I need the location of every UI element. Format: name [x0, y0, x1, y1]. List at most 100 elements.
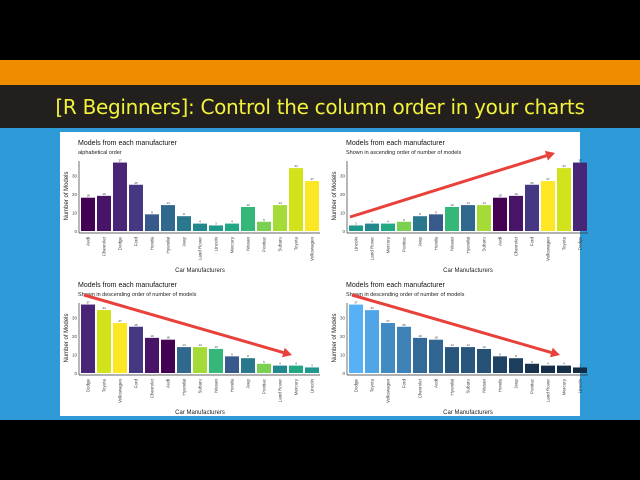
y-tick-label: 0: [342, 229, 345, 234]
bar-value-label: 19: [102, 192, 106, 196]
chart-descending-blue: Models from each manufacturer Shown in de…: [330, 277, 592, 417]
y-tick-label: 0: [74, 371, 77, 376]
x-tick-label: Mercury: [294, 378, 299, 395]
bar-value-label: 8: [247, 354, 249, 358]
bar-pontiac: [257, 363, 271, 373]
bar-subaru: [461, 347, 475, 373]
bar-dodge: [349, 304, 363, 373]
x-tick-label: Hyundai: [466, 237, 471, 254]
x-tick-label: Audi: [434, 379, 439, 388]
x-tick-label: Dodge: [118, 237, 123, 251]
x-tick-label: Volkswagen: [310, 237, 315, 262]
orange-stripe: [0, 60, 640, 85]
y-tick-label: 30: [72, 173, 78, 178]
bar-volkswagen: [113, 323, 127, 373]
y-tick-label: 30: [72, 315, 78, 320]
bar-value-label: 8: [183, 212, 185, 216]
bar-value-label: 9: [435, 210, 437, 214]
bar-value-label: 34: [562, 164, 566, 168]
x-tick-label: Mercury: [230, 236, 235, 253]
bar-value-label: 19: [418, 334, 422, 338]
x-tick-label: Audi: [498, 237, 503, 246]
x-tick-label: Subaru: [198, 379, 203, 394]
bar-honda: [429, 214, 443, 231]
bar-value-label: 37: [118, 159, 122, 163]
bar-dodge: [81, 304, 95, 373]
chart-ascending: Models from each manufacturer Shown in as…: [330, 135, 592, 275]
bar-value-label: 4: [371, 220, 373, 224]
title-banner: [R Beginners]: Control the column order …: [0, 85, 640, 128]
bar-dodge: [113, 162, 127, 231]
chart-subtitle: alphabetical order: [78, 150, 122, 156]
x-tick-label: Jeep: [182, 237, 187, 247]
x-tick-label: Land Rover: [278, 378, 283, 402]
bar-volkswagen: [305, 181, 319, 231]
x-tick-label: Lincoln: [214, 237, 219, 252]
bar-honda: [145, 214, 159, 231]
bar-value-label: 3: [215, 221, 217, 225]
bar-value-label: 4: [231, 220, 233, 224]
bar-lincoln: [305, 367, 319, 373]
bar-chevrolet: [509, 195, 523, 231]
bar-toyota: [97, 310, 111, 373]
y-tick-label: 20: [72, 334, 78, 339]
bar-value-label: 14: [278, 201, 282, 205]
bar-jeep: [241, 358, 255, 373]
chart-title: Models from each manufacturer: [78, 140, 177, 147]
bar-value-label: 8: [419, 212, 421, 216]
y-axis-label: Number of Models: [64, 171, 70, 220]
bar-value-label: 27: [310, 177, 314, 181]
bar-honda: [225, 356, 239, 373]
y-tick-label: 30: [340, 315, 346, 320]
bar-value-label: 13: [246, 203, 250, 207]
x-tick-label: Chevrolet: [102, 236, 107, 256]
x-tick-label: Honda: [230, 379, 235, 393]
x-tick-label: Dodge: [354, 379, 359, 393]
x-tick-label: Pontiac: [402, 236, 407, 252]
bar-value-label: 8: [515, 354, 517, 358]
x-tick-label: Audi: [166, 379, 171, 388]
bar-value-label: 13: [214, 345, 218, 349]
bar-audi: [493, 197, 507, 231]
x-tick-label: Pontiac: [262, 378, 267, 394]
bar-value-label: 18: [86, 194, 90, 198]
x-tick-label: Honda: [498, 379, 503, 393]
x-tick-label: Hyundai: [182, 379, 187, 396]
bar-ford: [129, 184, 143, 231]
bar-land-rover: [273, 365, 287, 373]
bar-chevrolet: [145, 337, 159, 373]
y-axis-label: Number of Models: [64, 313, 70, 362]
x-tick-label: Ford: [134, 237, 139, 247]
bar-value-label: 4: [547, 362, 549, 366]
bar-subaru: [273, 205, 287, 231]
chart-alphabetical: Models from each manufacturer alphabetica…: [62, 135, 324, 275]
bar-value-label: 18: [434, 336, 438, 340]
x-axis-label: Car Manufacturers: [443, 410, 493, 416]
bar-lincoln: [209, 225, 223, 231]
x-tick-label: Pontiac: [530, 378, 535, 394]
bar-value-label: 34: [294, 164, 298, 168]
bar-value-label: 25: [402, 323, 406, 327]
bar-value-label: 4: [387, 220, 389, 224]
bar-hyundai: [445, 347, 459, 373]
y-tick-label: 20: [340, 334, 346, 339]
bar-dodge: [573, 162, 587, 231]
x-tick-label: Jeep: [514, 379, 519, 389]
chart-title: Models from each manufacturer: [346, 140, 445, 147]
bar-value-label: 14: [166, 201, 170, 205]
x-tick-label: Honda: [150, 237, 155, 251]
bar-value-label: 14: [198, 343, 202, 347]
bar-value-label: 34: [370, 306, 374, 310]
bar-mercury: [381, 223, 395, 231]
chart-subtitle: Shown in descending order of number of m…: [78, 292, 197, 298]
bar-toyota: [557, 168, 571, 231]
trend-arrow-shaft: [349, 154, 547, 219]
trend-arrow-head: [281, 347, 292, 358]
bar-audi: [429, 339, 443, 373]
bar-land-rover: [193, 223, 207, 231]
x-tick-label: Volkswagen: [546, 237, 551, 262]
bar-toyota: [365, 310, 379, 373]
x-tick-label: Volkswagen: [386, 379, 391, 404]
x-tick-label: Hyundai: [166, 237, 171, 254]
y-axis-label: Number of Models: [332, 171, 338, 220]
